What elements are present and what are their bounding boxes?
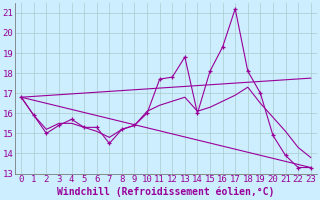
X-axis label: Windchill (Refroidissement éolien,°C): Windchill (Refroidissement éolien,°C) xyxy=(57,187,275,197)
